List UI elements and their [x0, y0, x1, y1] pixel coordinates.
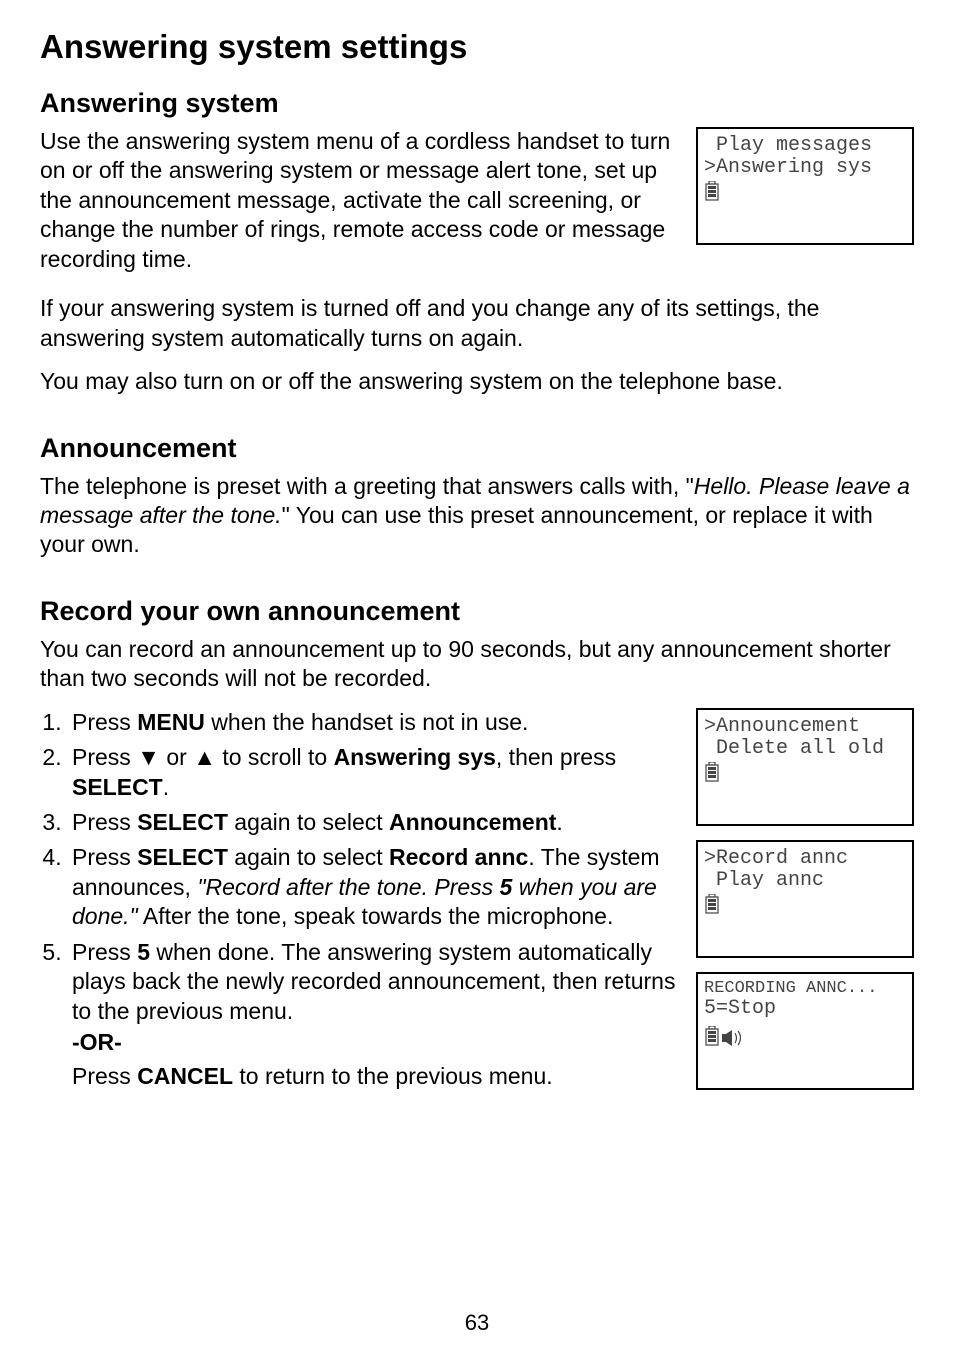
step-3: Press SELECT again to select Announcemen… [68, 808, 680, 837]
section1-row: Use the answering system menu of a cordl… [40, 127, 914, 288]
section-heading-announcement: Announcement [40, 433, 914, 464]
step-2: Press ▼ or ▲ to scroll to Answering sys,… [68, 743, 680, 802]
lcd-screen-1: Play messages >Answering sys [696, 127, 914, 245]
lcd1-line2: >Answering sys [704, 157, 906, 179]
s4i: After the tone, speak towards the microp… [138, 903, 614, 929]
lcd2-line1: >Announcement [704, 716, 906, 738]
section3-intro: You can record an announcement up to 90 … [40, 635, 914, 694]
step-5: Press 5 when done. The answering system … [68, 938, 680, 1091]
s3a: Press [72, 809, 137, 835]
step-4: Press SELECT again to select Record annc… [68, 843, 680, 931]
s4b: SELECT [137, 844, 228, 870]
up-arrow-icon: ▲ [193, 744, 216, 770]
section2-pre: The telephone is preset with a greeting … [40, 473, 694, 499]
lcd-stack: >Announcement Delete all old >Record ann… [696, 708, 914, 1090]
s4g: 5 [500, 874, 513, 900]
section1-para3: You may also turn on or off the answerin… [40, 367, 914, 396]
steps-row: Press MENU when the handset is not in us… [40, 708, 914, 1097]
s3b: SELECT [137, 809, 228, 835]
section1-para2: If your answering system is turned off a… [40, 294, 914, 353]
page-number: 63 [0, 1310, 954, 1336]
s2e: , then press [496, 744, 616, 770]
battery-icon [704, 762, 720, 782]
lcd-screen-3: >Record annc Play annc [696, 840, 914, 958]
s4f: "Record after the tone. Press [197, 874, 499, 900]
s4a: Press [72, 844, 137, 870]
down-arrow-icon: ▼ [137, 744, 160, 770]
lcd3-line2: Play annc [704, 870, 906, 892]
battery-icon [704, 1026, 720, 1046]
lcd1-line1: Play messages [704, 135, 906, 157]
battery-icon [704, 894, 720, 914]
s2d: Answering sys [334, 744, 496, 770]
section-heading-record: Record your own announcement [40, 596, 914, 627]
lcd3-line1: >Record annc [704, 848, 906, 870]
page-title: Answering system settings [40, 28, 914, 66]
s1c: when the handset is not in use. [205, 709, 529, 735]
section2-para: The telephone is preset with a greeting … [40, 472, 914, 560]
s5d: Press [72, 1063, 137, 1089]
s2a: Press [72, 744, 137, 770]
s3e: . [556, 809, 562, 835]
section-heading-answering-system: Answering system [40, 88, 914, 119]
s1b: MENU [137, 709, 205, 735]
s2c: to scroll to [216, 744, 334, 770]
s5f: to return to the previous menu. [233, 1063, 553, 1089]
s4d: Record annc [389, 844, 528, 870]
lcd-screen-2: >Announcement Delete all old [696, 708, 914, 826]
s3d: Announcement [389, 809, 556, 835]
s4c: again to select [228, 844, 389, 870]
s2f: SELECT [72, 774, 163, 800]
speaker-icon [722, 1030, 746, 1046]
s3c: again to select [228, 809, 389, 835]
steps-list: Press MENU when the handset is not in us… [40, 708, 680, 1091]
battery-icon [704, 181, 720, 201]
or-line: -OR- [72, 1028, 680, 1057]
s5a: Press [72, 939, 137, 965]
s1a: Press [72, 709, 137, 735]
s5c: when done. The answering system automati… [72, 939, 675, 1024]
lcd4-line2: 5=Stop [704, 998, 906, 1020]
lcd-screen-4: RECORDING ANNC... 5=Stop [696, 972, 914, 1090]
section1-para1: Use the answering system menu of a cordl… [40, 127, 678, 274]
step-1: Press MENU when the handset is not in us… [68, 708, 680, 737]
s2b: or [160, 744, 193, 770]
step5-after-or: Press CANCEL to return to the previous m… [72, 1062, 680, 1091]
s5b: 5 [137, 939, 150, 965]
lcd4-line1: RECORDING ANNC... [704, 980, 906, 999]
s5e: CANCEL [137, 1063, 233, 1089]
s2g: . [163, 774, 169, 800]
lcd2-line2: Delete all old [704, 738, 906, 760]
